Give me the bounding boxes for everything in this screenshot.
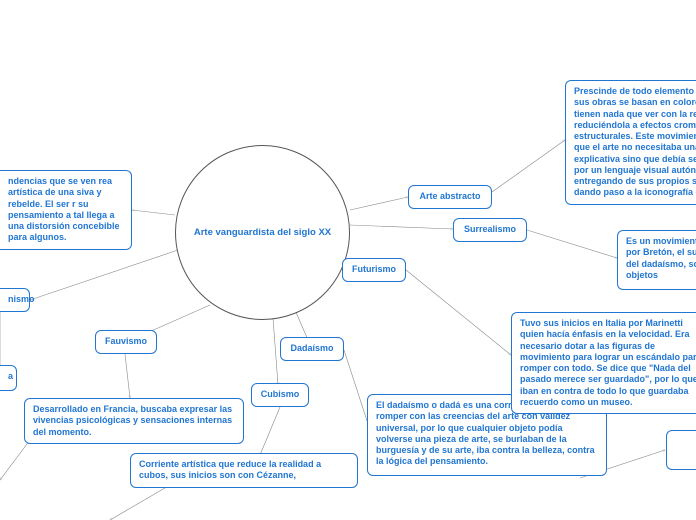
- node-topleft[interactable]: ndencias que se ven rea artística de una…: [0, 170, 132, 250]
- node-abstracto_desc[interactable]: Prescinde de todo elemento figurativo, s…: [565, 80, 696, 205]
- node-futurismo_desc[interactable]: Tuvo sus inicios en Italia por Marinetti…: [511, 312, 696, 414]
- node-dadaismo[interactable]: Dadaísmo: [280, 337, 344, 361]
- node-fauvismo[interactable]: Fauvismo: [95, 330, 157, 354]
- node-cubismo_desc[interactable]: Corriente artística que reduce la realid…: [130, 453, 358, 488]
- center-node[interactable]: Arte vanguardista del siglo XX: [175, 145, 350, 320]
- node-abstracto[interactable]: Arte abstracto: [408, 185, 492, 209]
- node-left_a[interactable]: a: [0, 365, 17, 391]
- node-surrealismo_desc[interactable]: Es un movimiento fundado principalmente …: [617, 230, 696, 290]
- node-surrealismo[interactable]: Surrealismo: [453, 218, 527, 242]
- node-br_box[interactable]: [666, 430, 696, 470]
- node-cubismo[interactable]: Cubismo: [251, 383, 309, 407]
- mindmap-canvas: Arte vanguardista del siglo XX Arte abst…: [0, 0, 696, 520]
- node-futurismo[interactable]: Futurismo: [342, 258, 406, 282]
- node-nismo[interactable]: nismo: [0, 288, 30, 312]
- center-label: Arte vanguardista del siglo XX: [194, 227, 331, 238]
- node-fauvismo_desc[interactable]: Desarrollado en Francia, buscaba expresa…: [24, 398, 244, 444]
